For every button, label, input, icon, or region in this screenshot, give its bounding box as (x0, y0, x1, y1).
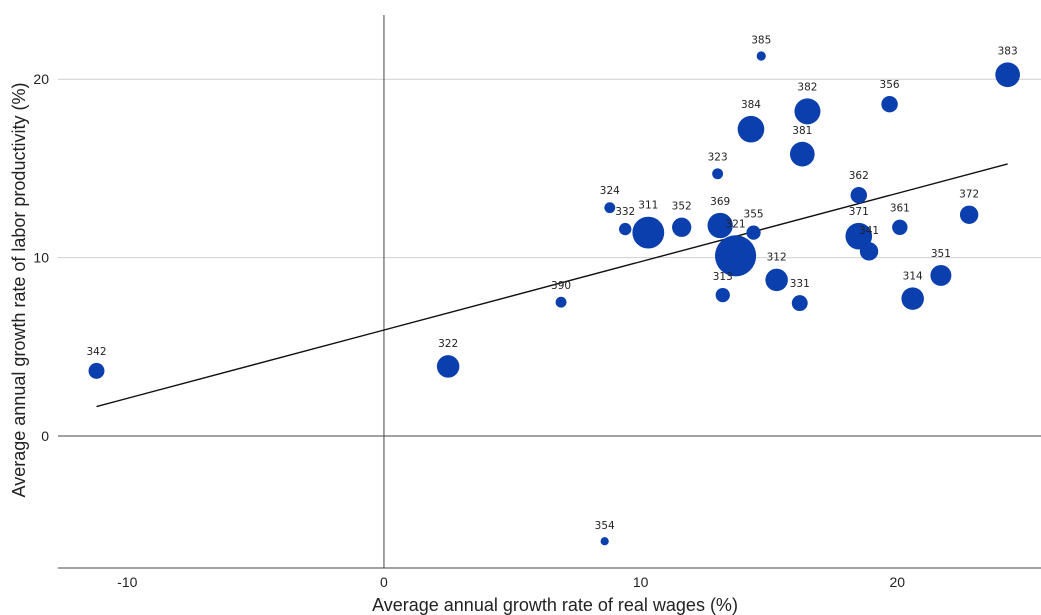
point-label-313: 313 (713, 271, 733, 283)
point-label-352: 352 (672, 201, 692, 213)
data-point-384 (737, 115, 765, 143)
point-label-356: 356 (880, 79, 900, 91)
data-point-314 (901, 287, 924, 310)
data-points (88, 51, 1020, 546)
y-tick-label: 20 (33, 71, 49, 87)
point-label-382: 382 (797, 81, 817, 93)
data-point-354 (600, 537, 609, 546)
point-label-342: 342 (86, 346, 106, 358)
point-label-341: 341 (859, 225, 879, 237)
data-point-322 (436, 355, 460, 378)
point-label-369: 369 (710, 196, 730, 208)
point-label-390: 390 (551, 280, 571, 292)
point-label-385: 385 (751, 34, 771, 46)
data-point-324 (604, 202, 616, 214)
point-label-361: 361 (890, 203, 910, 215)
point-label-314: 314 (903, 270, 923, 282)
data-point-342 (88, 362, 105, 379)
data-point-323 (712, 168, 724, 180)
x-tick-label: 10 (633, 574, 649, 590)
point-label-322: 322 (438, 338, 458, 350)
point-label-371: 371 (849, 206, 869, 218)
point-label-384: 384 (741, 99, 761, 111)
point-label-381: 381 (792, 125, 812, 137)
point-label-332: 332 (615, 206, 635, 218)
x-axis-title: Average annual growth rate of real wages… (372, 595, 738, 615)
point-label-383: 383 (998, 45, 1018, 57)
point-label-323: 323 (708, 151, 728, 163)
data-point-372 (959, 205, 979, 224)
point-label-312: 312 (767, 252, 787, 264)
point-label-321: 321 (726, 218, 746, 230)
data-point-321 (715, 235, 757, 277)
data-point-331 (791, 295, 808, 312)
data-point-356 (881, 95, 898, 113)
point-label-372: 372 (959, 189, 979, 201)
data-point-332 (619, 222, 632, 236)
y-tick-label: 10 (33, 250, 49, 266)
data-point-362 (850, 186, 867, 204)
trendline (96, 163, 1008, 408)
x-tick-label: 20 (889, 574, 905, 590)
data-point-371 (845, 222, 873, 250)
data-point-361 (892, 219, 908, 235)
data-point-313 (715, 287, 730, 303)
point-label-351: 351 (931, 248, 951, 260)
point-label-355: 355 (744, 209, 764, 221)
point-label-354: 354 (595, 520, 615, 532)
x-tick-label: -10 (117, 574, 137, 590)
point-label-311: 311 (638, 200, 658, 212)
data-point-369 (707, 212, 733, 239)
data-point-341 (859, 242, 879, 261)
data-point-390 (555, 296, 567, 308)
tick-labels: -10 0 10 20 0 10 20 (33, 71, 905, 590)
data-point-312 (765, 268, 788, 292)
data-point-355 (746, 225, 761, 240)
point-label-324: 324 (600, 185, 620, 197)
gridlines (58, 78, 1041, 259)
y-axis-title: Average annual growth rate of labor prod… (9, 83, 29, 498)
point-label-331: 331 (790, 278, 810, 290)
data-point-381 (789, 141, 815, 167)
data-point-385 (756, 51, 766, 61)
data-point-351 (930, 264, 952, 286)
data-point-383 (995, 62, 1020, 88)
axes (58, 15, 1041, 569)
x-tick-label: 0 (380, 574, 388, 590)
point-label-362: 362 (849, 170, 869, 182)
data-point-352 (672, 217, 692, 237)
data-point-311 (632, 216, 665, 249)
data-point-382 (794, 98, 821, 125)
y-tick-label: 0 (41, 428, 49, 444)
trendline-group (96, 163, 1008, 408)
